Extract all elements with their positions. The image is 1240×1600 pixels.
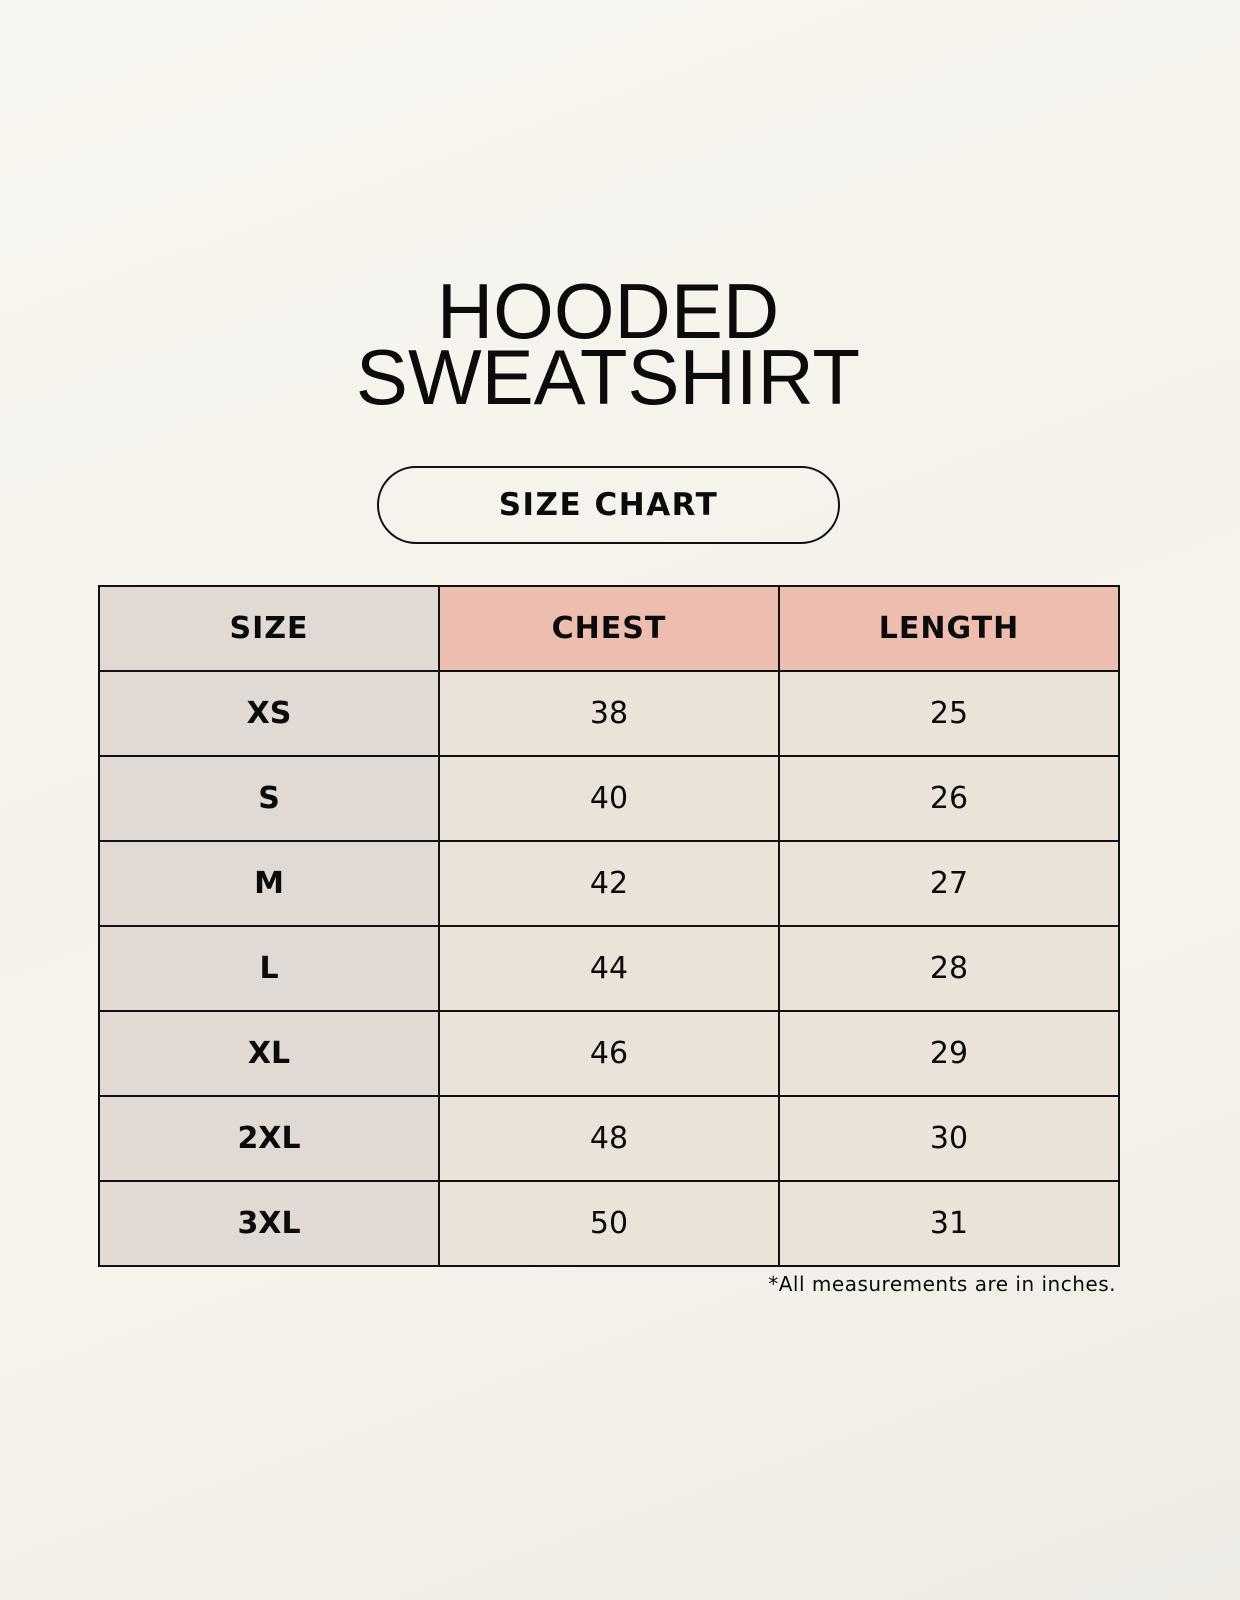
size-chart-badge: SIZE CHART [377, 466, 840, 544]
cell-chest: 42 [438, 840, 780, 927]
title-line-1: HOODED [436, 267, 780, 355]
cell-chest: 40 [438, 755, 780, 842]
header-size: SIZE [98, 585, 440, 672]
header-chest: CHEST [438, 585, 780, 672]
page-title: HOODED SWEATSHIRT [0, 267, 1216, 421]
cell-length: 27 [778, 840, 1120, 927]
title-line-2: SWEATSHIRT [355, 333, 861, 421]
cell-length: 30 [778, 1095, 1120, 1182]
table-row: 3XL 50 31 [98, 1180, 1120, 1267]
table-header-row: SIZE CHEST LENGTH [98, 585, 1120, 672]
cell-length: 26 [778, 755, 1120, 842]
table-row: XS 38 25 [98, 670, 1120, 757]
cell-length: 25 [778, 670, 1120, 757]
table-row: M 42 27 [98, 840, 1120, 927]
size-table: SIZE CHEST LENGTH XS 38 25 S 40 26 M 42 27 L 44 28 X… [98, 585, 1120, 1267]
cell-size: 3XL [98, 1180, 440, 1267]
cell-size: XL [98, 1010, 440, 1097]
cell-size: M [98, 840, 440, 927]
header-length: LENGTH [778, 585, 1120, 672]
cell-size: 2XL [98, 1095, 440, 1182]
cell-length: 31 [778, 1180, 1120, 1267]
cell-chest: 48 [438, 1095, 780, 1182]
table-row: S 40 26 [98, 755, 1120, 842]
cell-size: XS [98, 670, 440, 757]
measurement-note: *All measurements are in inches. [768, 1272, 1116, 1296]
table-row: XL 46 29 [98, 1010, 1120, 1097]
cell-chest: 50 [438, 1180, 780, 1267]
table-row: 2XL 48 30 [98, 1095, 1120, 1182]
cell-length: 28 [778, 925, 1120, 1012]
table-row: L 44 28 [98, 925, 1120, 1012]
cell-chest: 38 [438, 670, 780, 757]
cell-length: 29 [778, 1010, 1120, 1097]
cell-chest: 46 [438, 1010, 780, 1097]
cell-size: S [98, 755, 440, 842]
cell-size: L [98, 925, 440, 1012]
cell-chest: 44 [438, 925, 780, 1012]
